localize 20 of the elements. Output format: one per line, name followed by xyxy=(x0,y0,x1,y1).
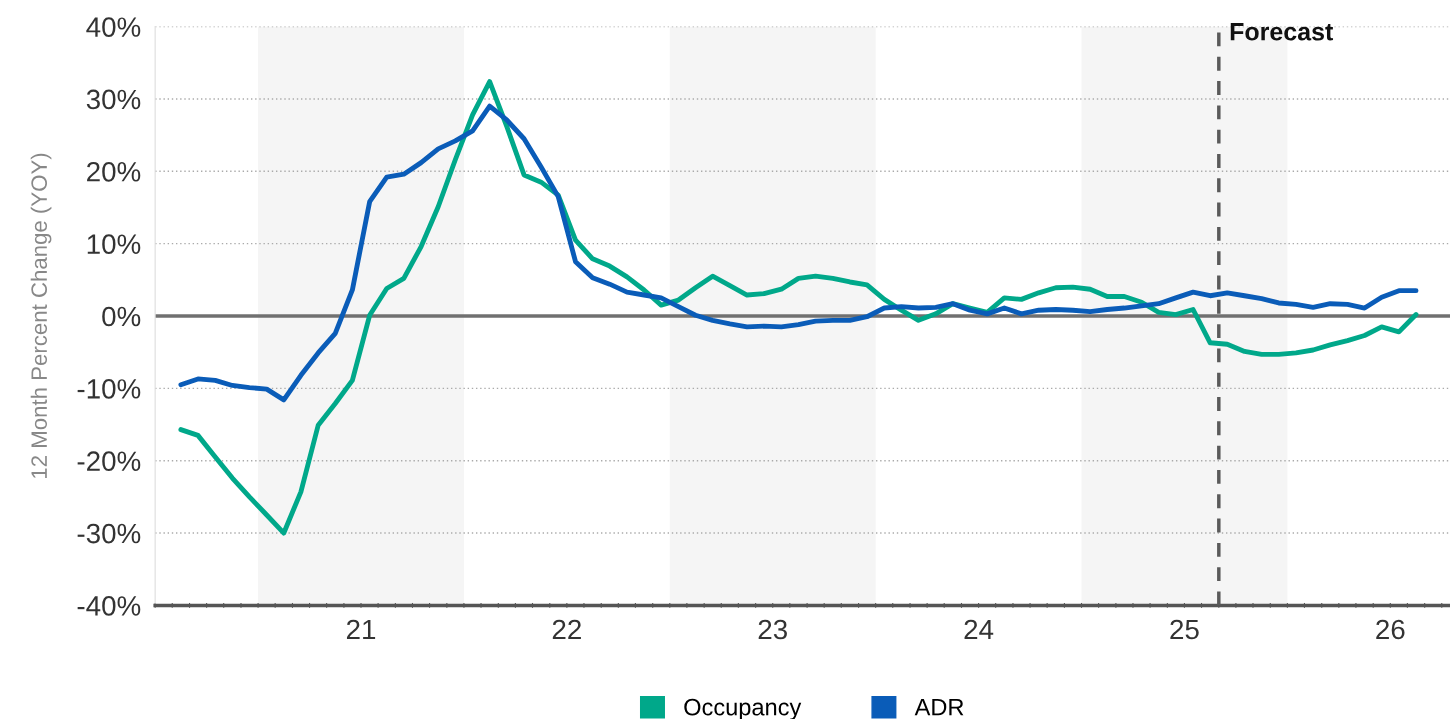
x-tick-label: 26 xyxy=(1376,619,1405,640)
x-tick-label: 22 xyxy=(552,619,581,640)
line-series xyxy=(178,103,1419,403)
y-tick-label: -10% xyxy=(77,379,141,399)
line-series xyxy=(178,79,1419,536)
x-tick-label: 23 xyxy=(758,619,787,640)
y-tick-label: 20% xyxy=(87,161,141,182)
x-tick-label: 21 xyxy=(346,619,376,640)
legend-label: ADR xyxy=(914,699,964,716)
y-axis-title: 12 Month Percent Change (YOY) xyxy=(30,153,52,478)
y-tick-label: 10% xyxy=(87,234,141,254)
y-tick-label: 40% xyxy=(86,17,141,37)
x-tick-label: 24 xyxy=(964,619,994,640)
y-tick-label: 30% xyxy=(86,89,141,110)
ref-line-label: Forecast xyxy=(1230,23,1334,41)
y-tick-label: -30% xyxy=(77,523,141,544)
y-tick-label: -40% xyxy=(77,596,141,616)
x-tick-label: 25 xyxy=(1170,619,1199,640)
y-tick-label: 0% xyxy=(102,306,141,327)
y-tick-label: -20% xyxy=(77,451,141,472)
